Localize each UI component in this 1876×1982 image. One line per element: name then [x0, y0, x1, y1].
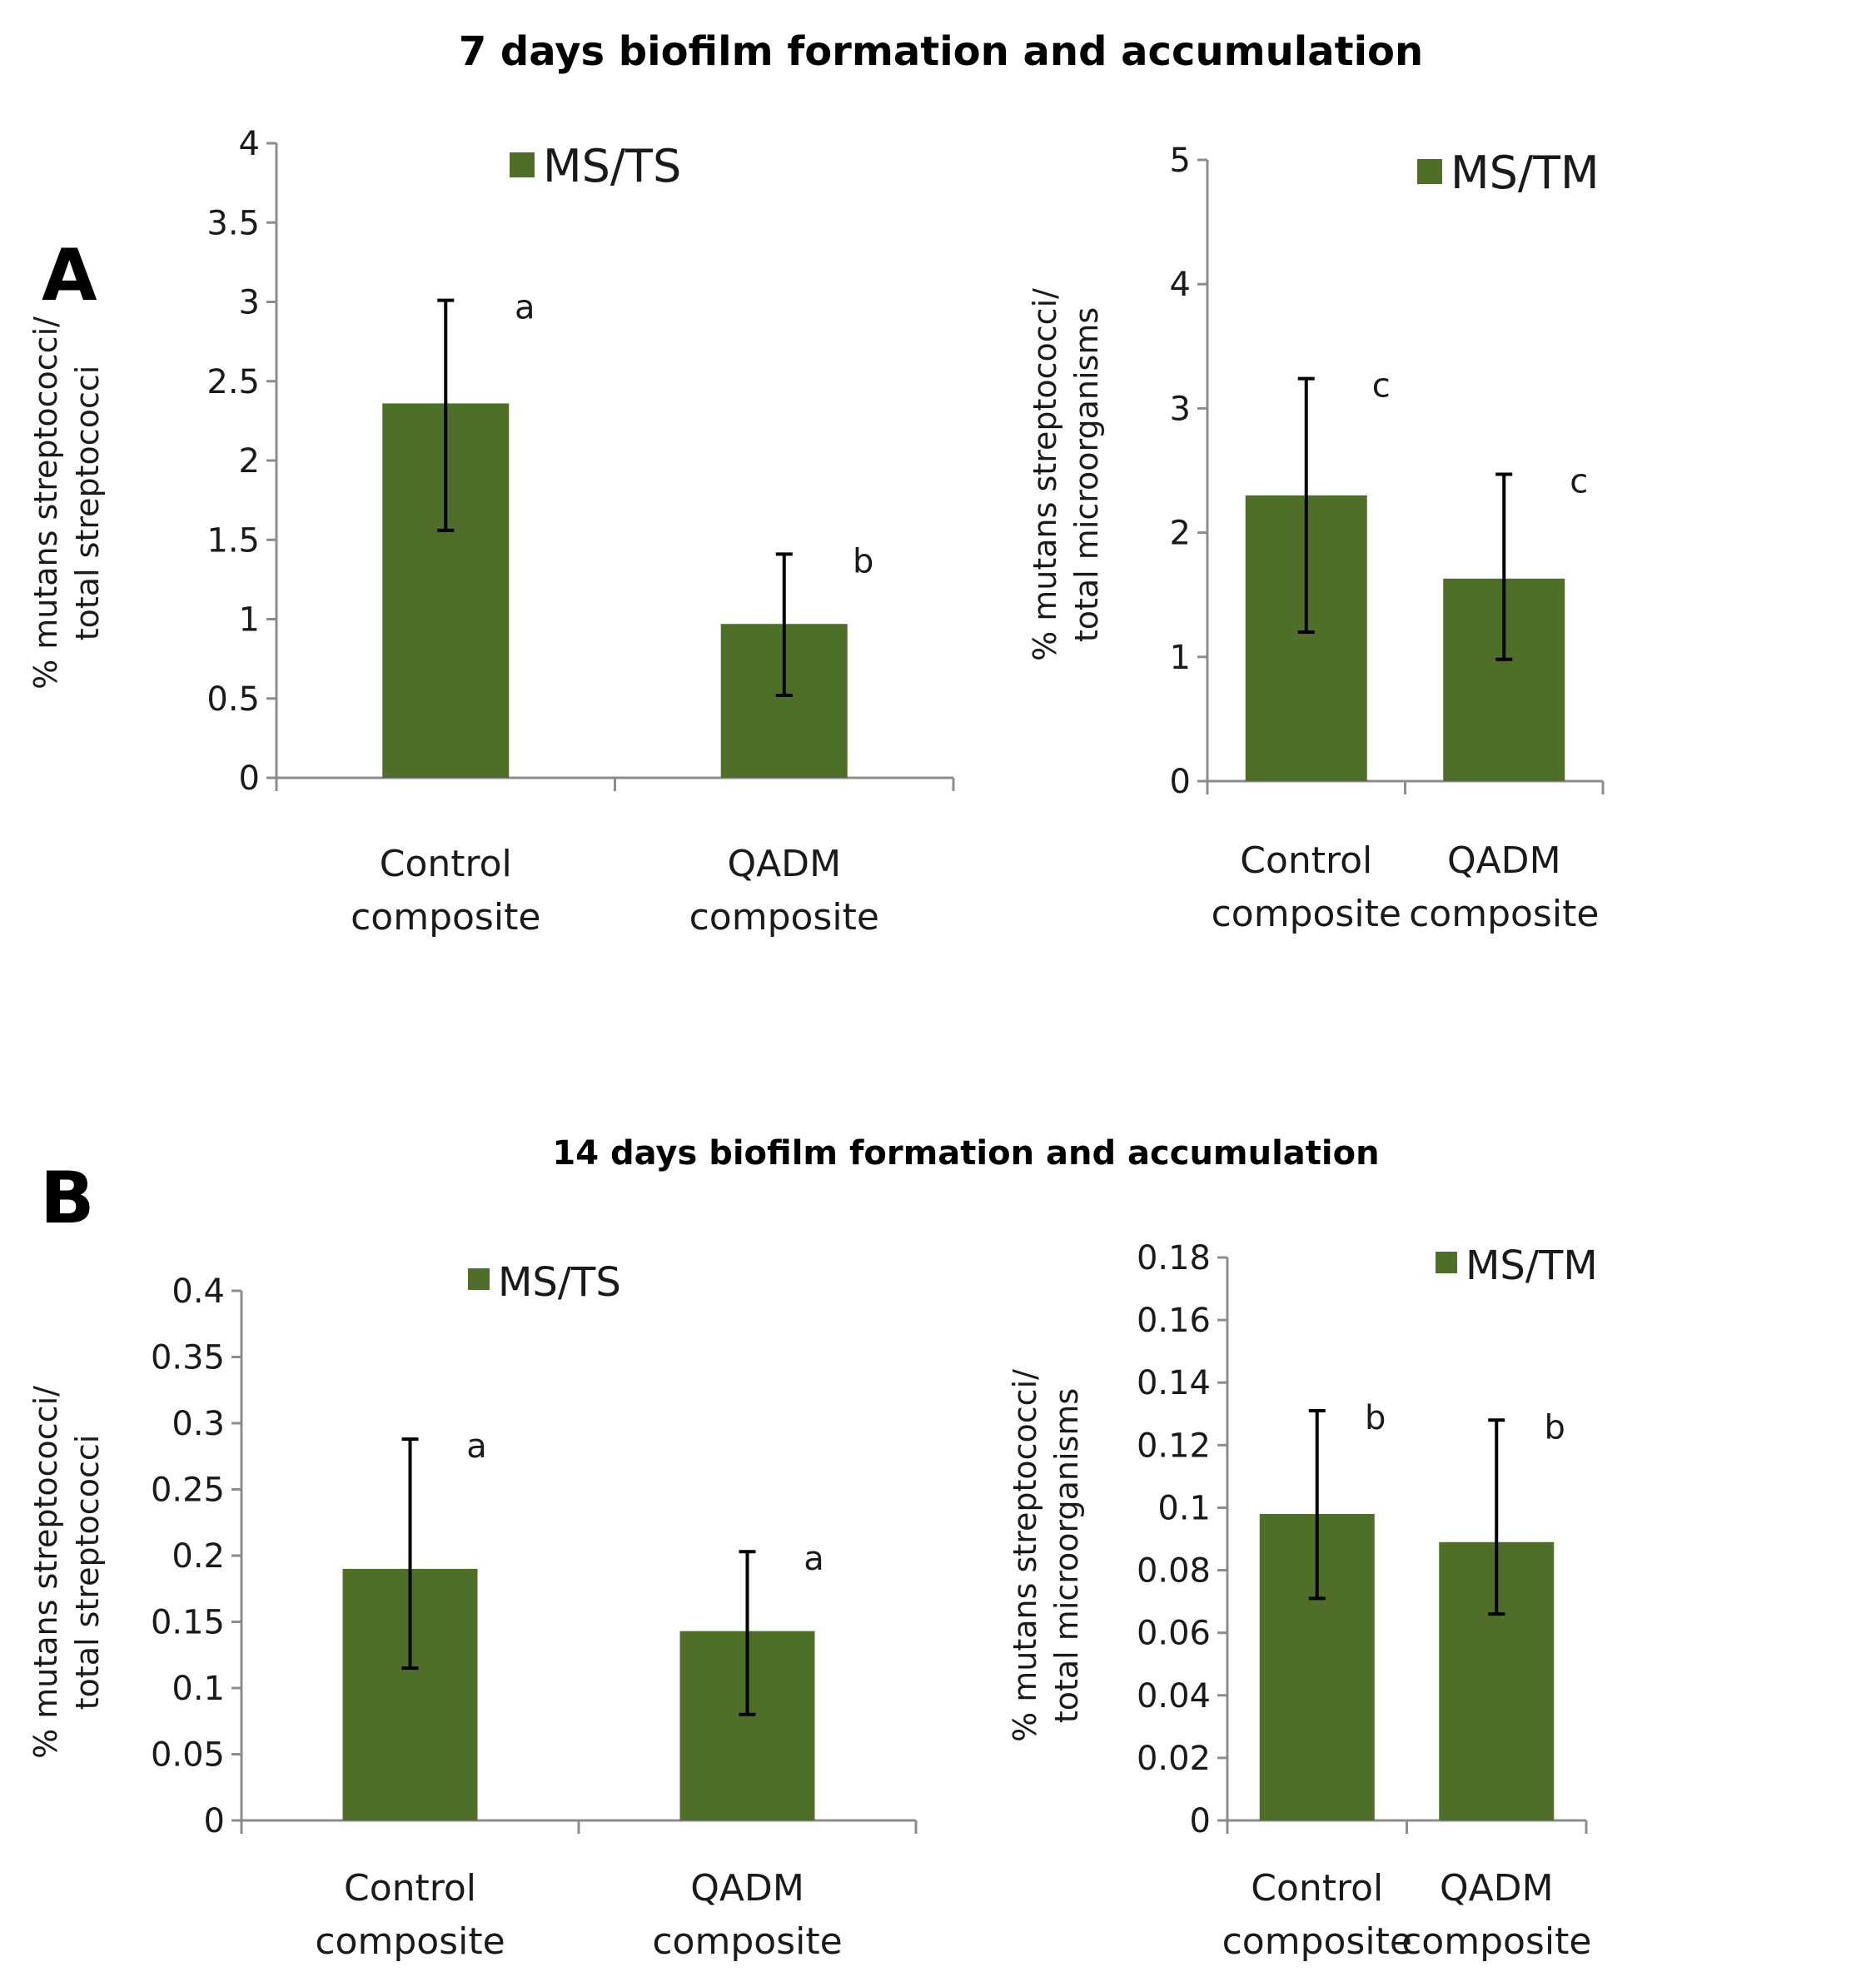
y-tick-label: 1 [239, 601, 260, 640]
y-tick-label: 0 [204, 1802, 225, 1840]
y-tick-label: 2 [239, 442, 260, 481]
y-tick-label: 4 [1170, 266, 1191, 304]
y-tick-label: 0.02 [1137, 1740, 1211, 1778]
category-label-line1: QADM [690, 1867, 804, 1910]
y-tick-label: 0.14 [1137, 1364, 1211, 1402]
y-tick-label: 0.5 [207, 680, 260, 719]
y-tick-label: 3 [1170, 390, 1191, 428]
y-tick-label: 5 [1170, 142, 1191, 180]
legend-label: MS/TS [543, 140, 681, 192]
y-tick-label: 0.08 [1137, 1552, 1211, 1591]
category-label-line2: composite [1409, 893, 1599, 935]
legend-label: MS/TM [1451, 147, 1600, 199]
panel-b-letter: B [40, 1157, 95, 1240]
y-tick-label: 0.25 [151, 1472, 225, 1510]
y-tick-label: 2.5 [207, 363, 260, 401]
y-axis-label-line1: % mutans streptococci/ [27, 1386, 64, 1759]
y-tick-label: 0.15 [151, 1604, 225, 1642]
y-tick-label: 0 [1170, 763, 1191, 801]
panel-a-letter: A [42, 234, 97, 317]
category-label-line2: composite [351, 896, 540, 939]
category-label-line2: composite [652, 1920, 842, 1963]
y-tick-label: 0.04 [1137, 1677, 1211, 1716]
y-tick-label: 0.3 [172, 1405, 225, 1443]
y-tick-label: 0.35 [151, 1339, 225, 1377]
y-tick-label: 0.1 [1157, 1489, 1211, 1527]
legend-label: MS/TM [1465, 1242, 1598, 1289]
category-label-line1: Control [1251, 1867, 1383, 1910]
y-tick-label: 1.5 [207, 521, 260, 560]
y-tick-label: 0 [1190, 1802, 1211, 1840]
chart-a-ms-ts: 0 0.5 1 1.5 2 2.5 3 3.5 4 a Control composite b QADM c… [27, 125, 955, 939]
chart-b-ms-tm: 0 0.02 0.04 0.06 0.08 0.1 0.12 0.14 0.16 0.18 b Con… [1007, 1239, 1598, 1963]
y-axis-label-line1: % mutans streptococci/ [1007, 1369, 1043, 1742]
legend-swatch [1417, 159, 1442, 184]
y-axis-label-line2: total streptococci [69, 1435, 106, 1711]
legend-swatch [468, 1268, 490, 1290]
chart-b-ms-ts: 0 0.05 0.1 0.15 0.2 0.25 0.3 0.35 0.4 a Control com… [27, 1259, 918, 1963]
significance-label: a [515, 289, 535, 327]
panel-b-title: 14 days biofilm formation and accumulati… [552, 1134, 1379, 1173]
chart-a-ms-tm: 0 1 2 3 4 5 c Control composite c QADM composite MS/… [1027, 142, 1605, 935]
y-axis-label-line2: total microorganisms [1068, 307, 1105, 642]
y-tick-label: 3 [239, 284, 260, 322]
legend-swatch [1436, 1252, 1457, 1273]
y-tick-label: 0.18 [1137, 1239, 1211, 1277]
y-axis-label-line1: % mutans streptococci/ [1027, 288, 1063, 661]
category-label-line2: composite [1212, 893, 1401, 935]
y-tick-label: 2 [1170, 515, 1191, 553]
significance-label: a [466, 1427, 487, 1466]
significance-label: a [804, 1540, 824, 1578]
significance-label: b [1545, 1408, 1565, 1447]
y-axis-label-line2: total streptococci [69, 366, 106, 641]
y-tick-label: 0.4 [172, 1272, 225, 1311]
y-tick-label: 0.12 [1137, 1427, 1211, 1465]
y-tick-label: 0.1 [172, 1670, 225, 1708]
significance-label: c [1372, 367, 1391, 406]
category-label-line2: composite [689, 896, 879, 939]
y-axis-label-line1: % mutans streptococci/ [27, 316, 64, 690]
panel-a-title: 7 days biofilm formation and accumulatio… [459, 28, 1423, 75]
legend-label: MS/TS [498, 1259, 621, 1306]
y-tick-label: 0.05 [151, 1736, 225, 1775]
y-axis-label-line2: total microorganisms [1048, 1388, 1085, 1723]
category-label-line2: composite [1222, 1920, 1412, 1963]
category-label-line1: QADM [1447, 839, 1561, 882]
y-tick-label: 0.2 [172, 1537, 225, 1576]
significance-label: c [1570, 462, 1588, 500]
category-label-line2: composite [315, 1920, 505, 1963]
category-label-line1: Control [1240, 839, 1372, 882]
category-label-line1: QADM [727, 843, 841, 885]
legend-swatch [510, 152, 535, 177]
y-tick-label: 0.06 [1137, 1615, 1211, 1653]
significance-label: b [853, 542, 873, 580]
significance-label: b [1365, 1399, 1386, 1437]
y-tick-label: 3.5 [207, 204, 260, 242]
y-tick-label: 0 [239, 759, 260, 798]
category-label-line1: Control [344, 1867, 476, 1910]
y-tick-label: 0.16 [1137, 1302, 1211, 1340]
y-tick-label: 1 [1170, 639, 1191, 677]
category-label-line1: QADM [1440, 1867, 1554, 1910]
category-label-line1: Control [380, 843, 512, 885]
category-label-line2: composite [1401, 1920, 1591, 1963]
y-tick-label: 4 [239, 125, 260, 163]
